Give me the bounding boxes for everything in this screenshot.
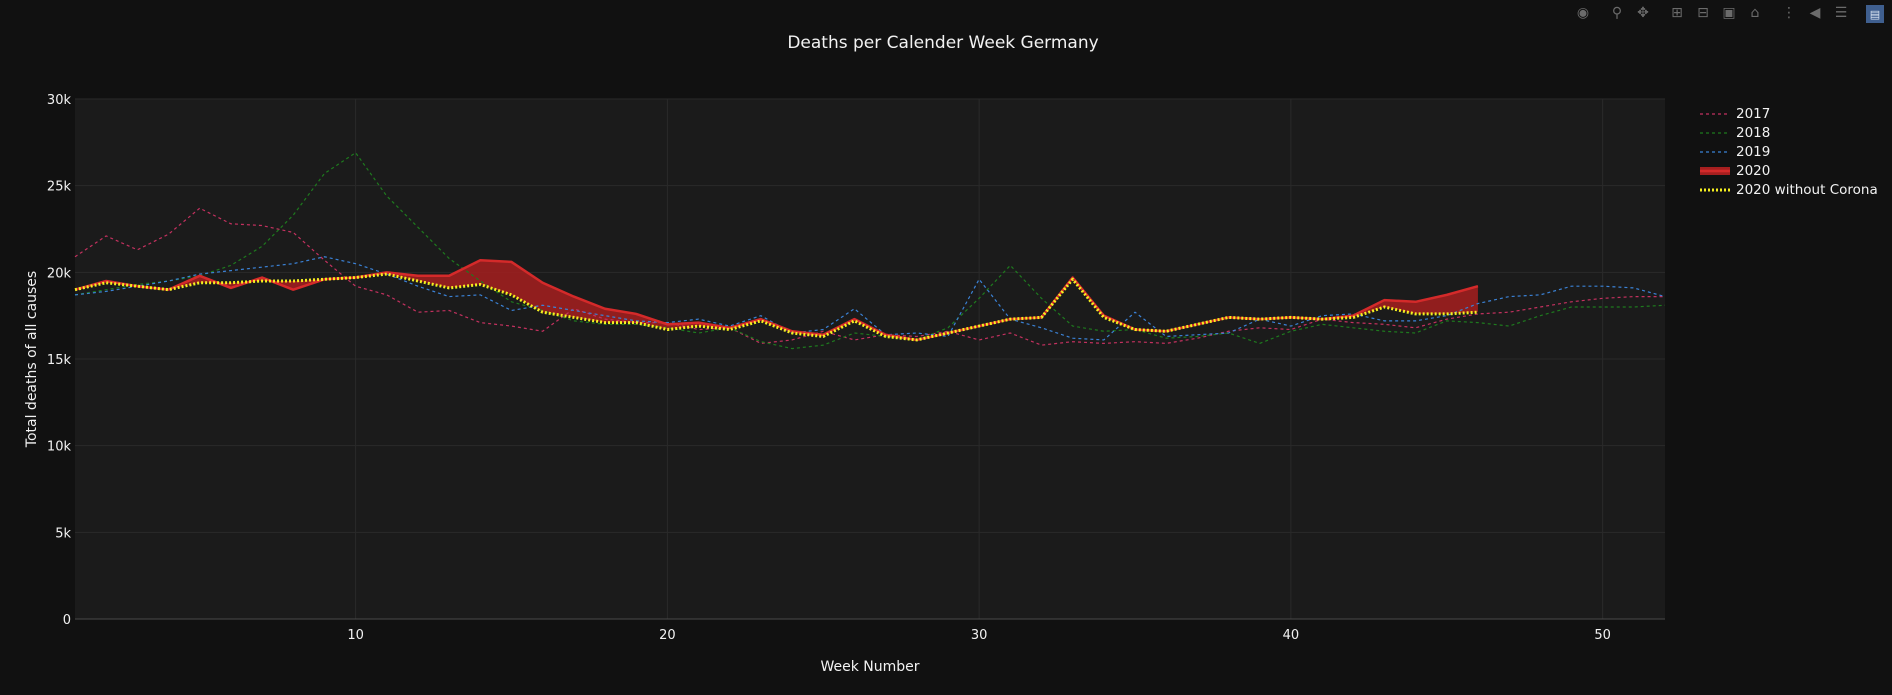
grid-lines (75, 98, 1665, 619)
x-tick-label: 10 (347, 628, 364, 643)
legend-label-2020-without-corona: 2020 without Corona (1736, 181, 1878, 198)
spike-lines-icon[interactable]: ⋮ (1782, 5, 1796, 21)
zoom-in-icon[interactable]: ⊞ (1671, 5, 1683, 21)
legend-item-2020[interactable]: 2020 (1700, 161, 1878, 180)
legend-label-2018: 2018 (1736, 124, 1771, 141)
series-2020-excess-area (75, 260, 1478, 340)
plotly-logo-icon[interactable]: ▤ (1864, 2, 1886, 24)
series-2020-line[interactable] (74, 258, 1479, 342)
y-tick-label: 25k (47, 180, 72, 195)
x-tick-label: 20 (659, 628, 676, 643)
axes: 0 5k 10k 15k 20k 25k 30k 10 20 30 40 50 (47, 93, 1665, 643)
x-tick-label: 50 (1594, 628, 1611, 643)
legend-swatch-2018 (1700, 131, 1730, 134)
legend-swatch-2017 (1700, 112, 1730, 115)
legend-item-2019[interactable]: 2019 (1700, 142, 1878, 161)
legend-label-2020: 2020 (1736, 162, 1771, 179)
hover-compare-icon[interactable]: ☰ (1834, 5, 1848, 21)
zoom-icon[interactable]: ⚲ (1611, 5, 1623, 21)
legend-swatch-2019 (1700, 150, 1730, 153)
legend-item-2018[interactable]: 2018 (1700, 123, 1878, 142)
x-axis-label: Week Number (820, 659, 919, 675)
series-layer (74, 152, 1666, 350)
legend: 2017 2018 2019 2020 2020 without Corona (1700, 104, 1878, 199)
legend-item-2020-without-corona[interactable]: 2020 without Corona (1700, 180, 1878, 199)
legend-swatch-2020 (1700, 166, 1730, 175)
x-tick-label: 40 (1283, 628, 1300, 643)
hover-closest-icon[interactable]: ◀ (1809, 5, 1821, 21)
y-tick-label: 5k (55, 526, 71, 541)
y-tick-label: 0 (63, 613, 71, 628)
legend-swatch-2020-without-corona (1700, 188, 1730, 191)
series-2017-line[interactable] (74, 207, 1665, 346)
y-tick-label: 15k (47, 353, 72, 368)
y-axis-label: Total deaths of all causes (24, 271, 40, 448)
series-2019-line[interactable] (74, 256, 1666, 341)
home-icon[interactable]: ⌂ (1750, 5, 1760, 21)
legend-item-2017[interactable]: 2017 (1700, 104, 1878, 123)
modebar: ◉ ⚲ ✥ ⊞ ⊟ ▣ ⌂ ⋮ ◀ ☰ ▤ (1572, 2, 1886, 24)
y-tick-label: 30k (47, 93, 72, 108)
camera-icon[interactable]: ◉ (1576, 5, 1590, 21)
autoscale-icon[interactable]: ▣ (1722, 5, 1736, 21)
legend-label-2017: 2017 (1736, 105, 1771, 122)
x-tick-label: 30 (971, 628, 988, 643)
y-tick-label: 10k (47, 440, 72, 455)
y-tick-label: 20k (47, 266, 72, 281)
pan-icon[interactable]: ✥ (1637, 5, 1649, 21)
zoom-out-icon[interactable]: ⊟ (1697, 5, 1709, 21)
legend-label-2019: 2019 (1736, 143, 1771, 160)
chart-title: Deaths per Calender Week Germany (787, 33, 1098, 53)
